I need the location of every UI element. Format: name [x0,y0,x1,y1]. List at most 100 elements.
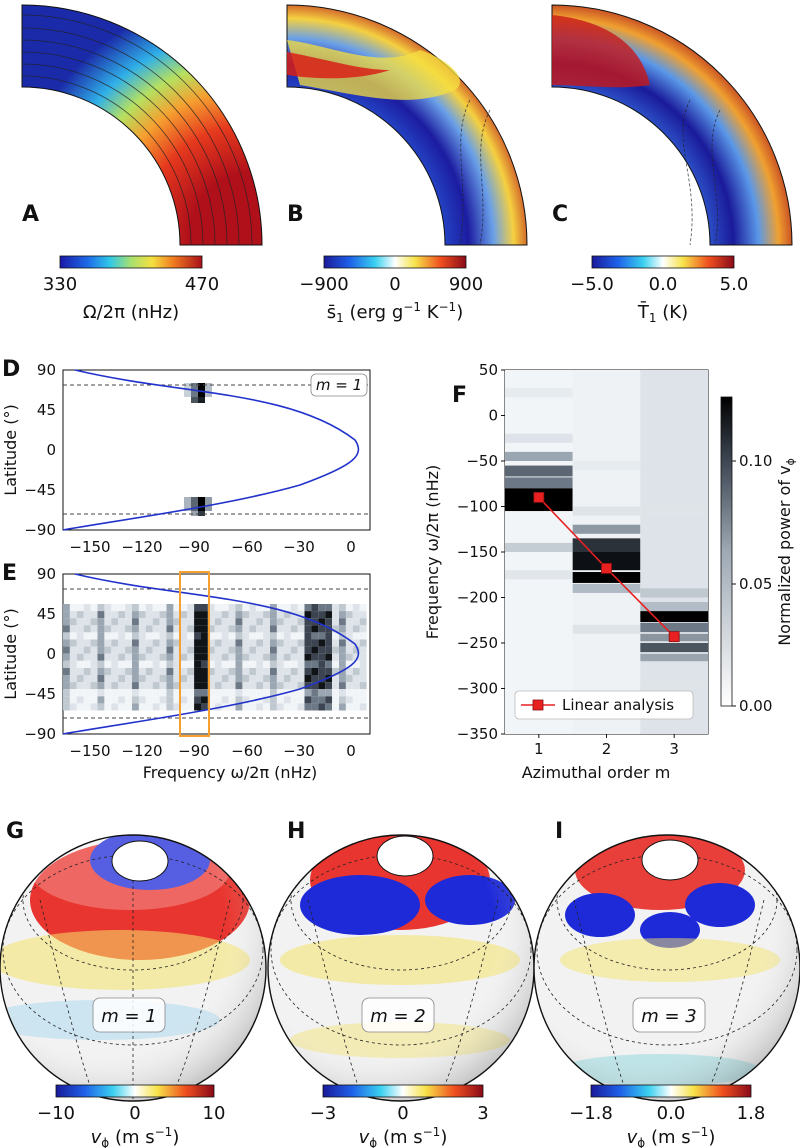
svg-text:0: 0 [129,1103,140,1124]
panel-e-power-cell [173,689,181,697]
panel-e-power-cell [297,703,305,711]
panel-e-power-cell [249,646,257,654]
panel-e-power-cell [242,682,250,690]
panel-e-power-cell [249,689,257,697]
panel-e-power-cell [145,660,153,668]
panel-e-power-cell [242,611,250,619]
panel-e-xticks: −150 −120 −90 −60 −30 0 [69,742,355,760]
panel-e-power-cell [83,675,91,683]
panel-e-power-cell [283,604,291,612]
panel-a: A [21,4,263,246]
panel-e-power-cell [249,667,257,675]
panel-e-power-cell [235,639,243,647]
panel-e-power-cell [263,703,270,711]
panel-e-power-cell [97,611,105,619]
panel-e-power-cell [345,646,353,654]
panel-e-power-cell [152,703,160,711]
panel-e-power-cell [111,653,119,661]
panel-e-power-cell [207,682,215,690]
panel-e-power-cell [256,675,264,683]
svg-text:−10: −10 [37,1103,75,1124]
panel-e-power-cell [173,696,181,704]
panel-e-power-cell [187,682,195,690]
panel-e-power-cell [83,653,91,661]
panel-e-power-cell [194,689,201,697]
panel-e-power-cell [221,646,229,654]
panel-e-power-cell [76,682,84,690]
panel-e-power-cell [352,703,360,711]
panel-e-xlabel: Frequency ω/2π (nHz) [143,763,317,782]
svg-text:m = 1: m = 1 [316,376,362,394]
panel-e-power-cell [276,618,284,626]
panel-f-xticks: 1 2 3 [534,734,679,758]
panel-e-power-cell [207,703,215,711]
panel-e-power-cell [159,696,167,704]
panel-e-power-cell [359,667,367,675]
panel-e-power-cell [138,703,146,711]
panel-e-power-cell [173,660,181,668]
panel-e-power-cell [132,667,139,675]
panel-e-power-cell [97,639,105,647]
panel-e-power-cell [214,653,222,661]
panel-e-power-cell [235,611,243,619]
panel-e-power-cell [118,667,126,675]
panel-e-power-cell [207,689,215,697]
panel-e-power-cell [297,604,305,612]
panel-f-heatmap-cell [572,524,641,534]
panel-e-power-cell [125,696,132,704]
panel-e-power-cell [90,682,98,690]
panel-e-power-cell [104,611,112,619]
panel-e-power-cell [152,618,160,626]
panel-e-power-cell [201,646,208,654]
cb-entropy-tick-max: 900 [449,274,483,295]
panel-e-power-cell [104,689,112,697]
svg-text:0: 0 [46,441,56,459]
panel-label-c: C [552,202,568,227]
panel-e-power-cell [242,660,250,668]
panel-e-power-cell [332,682,339,690]
panel-e-power-cell [228,682,236,690]
panel-e-power-cell [325,632,333,640]
panel-f-heatmap-cell [505,451,573,461]
panel-e-power-cell [332,618,339,626]
panel-e-power-cell [118,618,126,626]
panel-e-power-cell [311,646,319,654]
panel-e-power-cell [180,660,188,668]
panel-e-power-cell [166,703,174,711]
panel-e-power-cell [242,639,250,647]
panel-e-power-cell [235,667,243,675]
panel-f-heatmap-cell [572,624,641,634]
panel-e-power-cell [187,660,195,668]
panel-e-power-cell [125,675,132,683]
cb-omega-tick-min: 330 [43,274,77,295]
sphere-g-outline [0,834,267,1102]
panel-e-power-cell [345,639,353,647]
cb-entropy-tick-min: −900 [299,274,348,295]
panel-e-power-cell [83,604,91,612]
panel-e-power-cell [304,611,312,619]
panel-e-power-cell [318,660,326,668]
panel-e-power-cell [159,646,167,654]
panel-f-heatmap-cell [572,538,641,552]
panel-e-power-cell [214,667,222,675]
panel-e-power-cell [187,646,195,654]
panel-e-power-cell [207,625,215,633]
panel-e-power-cell [138,604,146,612]
panel-e-power-cell [111,667,119,675]
panel-e-power-cell [145,703,153,711]
panel-e-power-cell [352,632,360,640]
panel-e-power-cell [318,625,326,633]
panel-h: m = 2 H [267,819,535,1102]
panel-f-yticks: 50 0 −50 −100 −150 −200 −250 −300 −350 [457,361,505,743]
panel-e-power-cell [270,703,277,711]
panel-e-power-cell [270,682,277,690]
panel-e-power-cell [83,611,91,619]
panel-e-power-cell [173,667,181,675]
panel-e-power-cell [311,632,319,640]
panel-e-power-cell [249,611,257,619]
panel-e-power-cell [166,660,174,668]
panel-e-power-cell [187,632,195,640]
panel-e-power-cell [276,611,284,619]
panel-e-power-cell [339,611,346,619]
